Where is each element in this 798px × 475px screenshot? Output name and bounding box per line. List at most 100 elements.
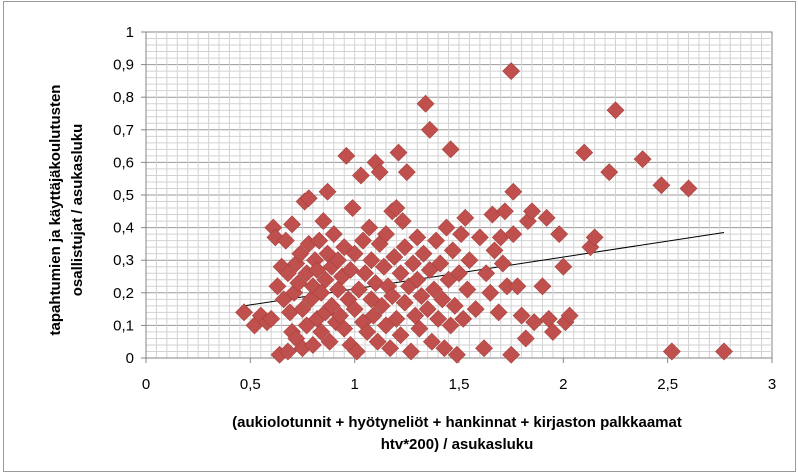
data-point: [543, 322, 562, 341]
data-point: [504, 225, 523, 244]
x-tick-label: 1: [350, 376, 358, 393]
data-point: [475, 339, 493, 358]
data-point: [481, 283, 500, 302]
data-point: [435, 339, 454, 358]
data-point: [308, 261, 327, 279]
data-point: [291, 244, 310, 263]
data-point: [502, 62, 521, 81]
x-axis-title: htv*200) / asukasluku: [381, 436, 534, 453]
tick-labels: 0 0,1 0,2 0,3 0,4 0,5 0,6 0,7 0,8 0,9 1 0 0,5 1 1,5 2 2,…: [113, 24, 776, 393]
data-point: [278, 342, 297, 361]
data-point: [523, 202, 541, 221]
data-point: [322, 296, 341, 315]
data-point: [460, 251, 479, 270]
data-point: [343, 199, 362, 217]
y-tick-label: 0,4: [113, 220, 134, 237]
data-point: [345, 300, 364, 319]
data-point: [418, 300, 437, 319]
data-point: [408, 270, 427, 289]
y-axis-title: osallistujat / asukasluku: [69, 124, 86, 297]
data-point: [268, 277, 287, 296]
data-point: [283, 215, 301, 234]
data-point: [410, 319, 429, 338]
data-point: [414, 244, 433, 263]
data-point: [516, 329, 535, 348]
data-point: [652, 176, 671, 195]
data-point: [397, 163, 416, 182]
data-point: [349, 280, 368, 299]
y-tick-label: 1: [126, 24, 134, 41]
data-point: [314, 212, 333, 231]
x-tick-label: 0: [142, 376, 150, 393]
data-point: [502, 345, 521, 364]
data-point: [383, 287, 402, 305]
data-point: [550, 225, 569, 244]
data-point: [391, 326, 410, 345]
data-point: [495, 202, 514, 221]
data-point: [441, 316, 460, 335]
data-point: [412, 287, 431, 305]
y-tick-label: 0,5: [113, 187, 134, 204]
y-tick-label: 0,6: [113, 154, 134, 171]
axis-titles: (aukiolotunnit + hyötyneliöt + hankinnat…: [47, 85, 682, 453]
data-point: [662, 342, 681, 361]
data-point: [387, 199, 406, 217]
data-point: [337, 146, 356, 165]
y-tick-label: 0,3: [113, 252, 134, 269]
y-tick-label: 0: [126, 350, 134, 367]
data-point: [416, 94, 435, 113]
data-point: [356, 264, 375, 283]
data-point: [454, 309, 473, 328]
data-point: [395, 238, 414, 257]
data-point: [452, 225, 471, 244]
data-point: [374, 257, 393, 276]
data-point: [393, 212, 412, 231]
data-point: [715, 342, 733, 361]
data-point: [450, 264, 468, 283]
x-tick-label: 2: [559, 376, 567, 393]
data-point: [420, 120, 439, 139]
data-point: [512, 306, 531, 325]
data-point: [525, 313, 544, 332]
data-point: [425, 280, 443, 299]
data-point: [370, 163, 389, 182]
data-point: [358, 322, 377, 341]
data-point: [368, 332, 387, 351]
data-point: [441, 140, 460, 159]
data-point: [312, 322, 331, 341]
data-point: [347, 342, 366, 361]
data-point: [433, 290, 452, 309]
y-tick-label: 0,8: [113, 89, 134, 106]
data-point: [387, 309, 406, 328]
data-point: [504, 182, 523, 201]
x-tick-label: 2,5: [657, 376, 678, 393]
data-point: [377, 225, 395, 244]
data-point: [422, 332, 441, 351]
data-point: [633, 150, 652, 169]
data-point: [316, 270, 335, 289]
data-point: [299, 189, 318, 208]
data-point: [445, 296, 464, 315]
data-point: [554, 257, 573, 276]
data-point: [320, 332, 339, 351]
y-axis-title: tapahtumien ja käyttäjäkoulutusten: [47, 85, 64, 336]
data-point: [470, 228, 489, 247]
grid-lines: [146, 32, 772, 358]
data-point: [575, 143, 594, 162]
data-point: [466, 300, 485, 319]
data-point: [389, 143, 408, 162]
data-point: [679, 179, 698, 198]
data-point: [289, 274, 308, 292]
x-tick-label: 1,5: [449, 376, 470, 393]
data-point: [304, 336, 322, 354]
data-point: [341, 261, 360, 279]
x-tick-label: 3: [768, 376, 776, 393]
data-point: [458, 280, 477, 299]
data-point: [329, 251, 347, 270]
data-point: [408, 228, 427, 247]
data-point: [310, 231, 329, 250]
data-point: [235, 303, 253, 322]
data-point: [276, 231, 295, 250]
